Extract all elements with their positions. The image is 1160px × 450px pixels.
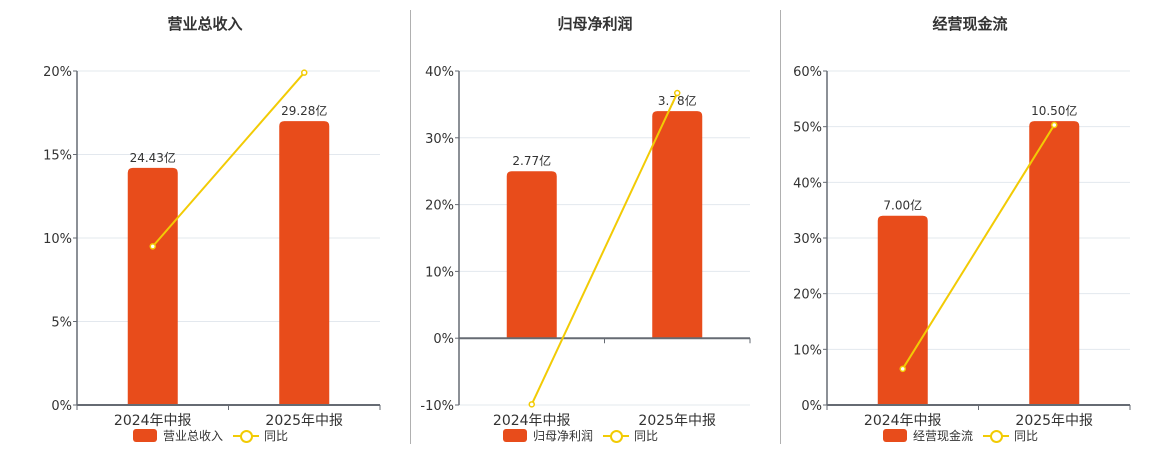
y-tick-label: 20%: [43, 65, 72, 80]
y-tick-label: 0%: [51, 399, 72, 414]
y-tick-label: 0%: [801, 399, 822, 414]
legend-line-label[interactable]: 同比: [1014, 429, 1039, 443]
panel-divider: [410, 10, 411, 444]
bar-value-label: 10.50亿: [1031, 103, 1077, 118]
chart-legend: 营业总收入 同比: [133, 427, 288, 444]
yoy-line: [151, 72, 306, 248]
chart-title: 归母净利润: [557, 15, 633, 33]
legend-line-label[interactable]: 同比: [634, 429, 659, 443]
chart-legend: 经营现金流 同比: [883, 427, 1038, 444]
y-tick-label: 10%: [793, 343, 822, 358]
legend-line-marker-icon[interactable]: [983, 429, 1010, 443]
yoy-point[interactable]: [674, 89, 681, 97]
chart-panel-revenue: 营业总收入 0% 5% 10% 15% 20% 24.43亿 2024年中报 29.28亿 20…: [0, 0, 410, 450]
legend-bar-label[interactable]: 归母净利润: [533, 429, 594, 443]
y-tick-label: 30%: [425, 132, 454, 147]
bar[interactable]: [877, 215, 928, 405]
legend-line-marker-icon[interactable]: [603, 429, 630, 443]
y-tick-label: 10%: [43, 232, 72, 247]
x-tick-label: 2025年中报: [638, 413, 716, 429]
chart-panel-net-profit: 归母净利润 -10% 0% 10% 20% 30% 40% 2.77亿 2024年中报 3.78…: [410, 0, 780, 450]
bar-value-label: 7.00亿: [883, 198, 922, 213]
x-tick-label: 2025年中报: [1015, 413, 1093, 429]
legend-line-marker-icon[interactable]: [233, 429, 260, 443]
chart-panel-operating-cashflow: 经营现金流 0% 10% 20% 30% 40% 50% 60% 7.00亿 2024年中报 10…: [780, 0, 1160, 450]
x-tick-label: 2024年中报: [114, 413, 192, 429]
bar-value-label: 29.28亿: [281, 103, 327, 118]
x-tick-label: 2024年中报: [493, 413, 571, 429]
yoy-point[interactable]: [899, 365, 906, 373]
bar[interactable]: [127, 167, 178, 405]
yoy-point[interactable]: [528, 401, 535, 408]
bar-value-label: 3.78亿: [658, 93, 697, 108]
y-tick-label: 10%: [425, 265, 454, 280]
y-tick-label: 40%: [425, 65, 454, 80]
y-tick-label: 40%: [793, 176, 822, 191]
bar-value-label: 2.77亿: [512, 153, 551, 168]
y-tick-label: -10%: [420, 399, 454, 414]
y-tick-label: 30%: [793, 232, 822, 247]
yoy-point[interactable]: [301, 69, 308, 76]
chart-title: 营业总收入: [167, 15, 243, 33]
x-tick-label: 2025年中报: [265, 413, 343, 429]
chart-plot: 0% 10% 20% 30% 40% 50% 60% 7.00亿 2024年中报 10.50亿 20…: [793, 65, 1131, 429]
panel-divider: [780, 10, 781, 444]
yoy-point[interactable]: [149, 243, 156, 250]
legend-bar-swatch[interactable]: [503, 429, 527, 442]
legend-bar-swatch[interactable]: [883, 429, 907, 442]
bar[interactable]: [1029, 121, 1080, 405]
legend-bar-label[interactable]: 营业总收入: [163, 429, 224, 443]
y-tick-label: 5%: [51, 316, 72, 331]
bar[interactable]: [279, 121, 330, 405]
yoy-line: [901, 124, 1056, 370]
yoy-point[interactable]: [1051, 121, 1058, 129]
legend-bar-swatch[interactable]: [133, 429, 157, 442]
x-tick-label: 2024年中报: [864, 413, 942, 429]
legend-line-label[interactable]: 同比: [264, 429, 289, 443]
legend-bar-label[interactable]: 经营现金流: [913, 429, 974, 443]
bar-value-label: 24.43亿: [130, 150, 176, 165]
chart-plot: -10% 0% 10% 20% 30% 40% 2.77亿 2024年中报 3.78亿 2025年…: [420, 65, 751, 429]
bar[interactable]: [652, 111, 703, 339]
y-tick-label: 20%: [425, 199, 454, 214]
y-tick-label: 50%: [793, 121, 822, 136]
bar[interactable]: [506, 171, 557, 339]
y-tick-label: 15%: [43, 149, 72, 164]
y-tick-label: 0%: [433, 332, 454, 347]
chart-title: 经营现金流: [932, 15, 1008, 33]
y-tick-label: 20%: [793, 288, 822, 303]
y-tick-label: 60%: [793, 65, 822, 80]
chart-plot: 0% 5% 10% 15% 20% 24.43亿 2024年中报 29.28亿 2025年中报: [43, 65, 381, 429]
chart-legend: 归母净利润 同比: [503, 427, 658, 444]
yoy-line: [530, 92, 679, 405]
